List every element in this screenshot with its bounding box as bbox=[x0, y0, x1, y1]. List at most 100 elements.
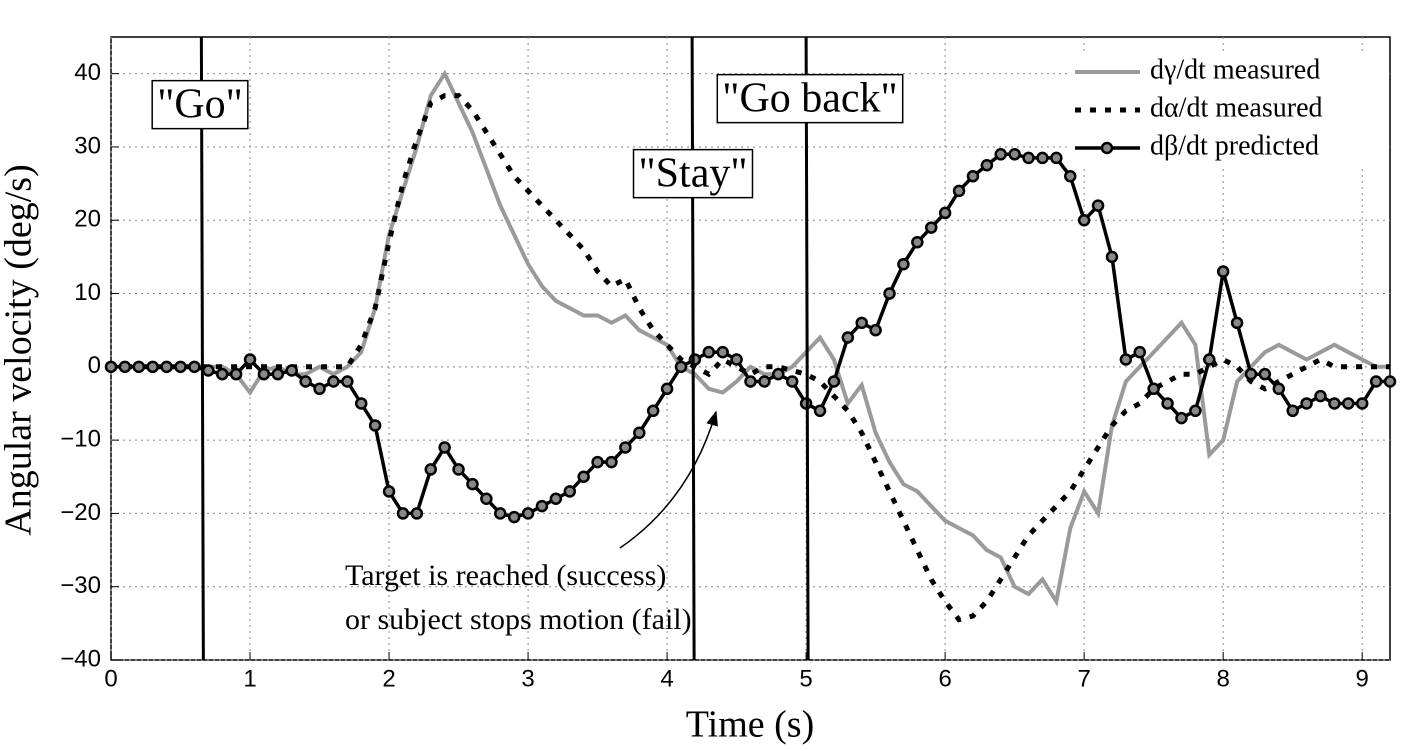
data-point bbox=[243, 353, 257, 366]
data-point bbox=[605, 455, 618, 469]
data-point bbox=[1064, 170, 1077, 183]
x-tick-label: 0 bbox=[104, 665, 117, 692]
x-tick-label: 3 bbox=[521, 665, 534, 692]
data-point bbox=[1036, 151, 1049, 165]
data-point bbox=[466, 477, 479, 491]
y-tick-label: −40 bbox=[60, 645, 101, 672]
data-point bbox=[883, 287, 896, 300]
data-point bbox=[980, 159, 994, 172]
data-point bbox=[1161, 397, 1174, 410]
annotation-arrow bbox=[619, 410, 718, 549]
x-tick-label: 5 bbox=[799, 665, 812, 692]
data-point bbox=[994, 148, 1007, 161]
data-point bbox=[1355, 397, 1369, 410]
data-point bbox=[1008, 148, 1021, 161]
data-point bbox=[1203, 353, 1216, 366]
data-point bbox=[1328, 397, 1341, 410]
data-point bbox=[299, 375, 312, 388]
data-point bbox=[1022, 151, 1035, 165]
data-point bbox=[271, 367, 285, 381]
annotation-text: Target is reached (success) bbox=[345, 559, 666, 592]
data-point bbox=[480, 492, 493, 506]
data-point bbox=[396, 507, 410, 520]
event-line bbox=[804, 36, 810, 661]
data-point bbox=[549, 492, 563, 506]
data-point bbox=[577, 470, 590, 484]
data-point bbox=[188, 360, 201, 374]
data-point bbox=[758, 375, 771, 388]
data-point bbox=[438, 441, 451, 454]
data-point bbox=[1314, 389, 1327, 403]
data-point bbox=[633, 426, 646, 440]
x-tick-label: 2 bbox=[382, 665, 395, 692]
data-point bbox=[1077, 213, 1091, 227]
x-tick-label: 8 bbox=[1216, 665, 1229, 692]
data-point bbox=[744, 375, 757, 388]
x-axis-label: Time (s) bbox=[686, 704, 814, 746]
data-point bbox=[591, 455, 604, 469]
data-point bbox=[1147, 382, 1160, 396]
x-tick-label: 1 bbox=[243, 665, 256, 692]
y-tick-label: −30 bbox=[60, 572, 101, 599]
data-point bbox=[1091, 199, 1105, 212]
data-point bbox=[507, 510, 521, 524]
data-point bbox=[966, 170, 980, 183]
data-point bbox=[215, 367, 229, 381]
event-label: "Go" bbox=[157, 82, 243, 128]
y-tick-label: 30 bbox=[74, 132, 101, 159]
data-point bbox=[1342, 397, 1355, 410]
data-point bbox=[341, 375, 354, 388]
data-point bbox=[952, 184, 966, 198]
data-point bbox=[368, 419, 382, 432]
data-point bbox=[1119, 353, 1133, 366]
x-tick-label: 4 bbox=[660, 665, 673, 692]
data-point bbox=[563, 485, 577, 498]
data-point bbox=[855, 316, 868, 330]
data-point bbox=[535, 499, 549, 513]
data-point bbox=[674, 360, 688, 374]
data-point bbox=[1383, 375, 1397, 388]
data-point bbox=[146, 360, 159, 374]
y-tick-label: 0 bbox=[88, 352, 101, 379]
event-label: "Stay" bbox=[639, 151, 748, 197]
data-point bbox=[382, 485, 396, 498]
data-point bbox=[716, 345, 729, 359]
data-point bbox=[924, 221, 938, 234]
data-point bbox=[452, 463, 465, 476]
data-point bbox=[494, 507, 507, 520]
data-point bbox=[354, 397, 368, 410]
data-point bbox=[424, 463, 437, 476]
data-point bbox=[1300, 397, 1313, 410]
data-point bbox=[1105, 250, 1119, 264]
data-point bbox=[730, 353, 743, 366]
data-point bbox=[1189, 404, 1202, 418]
event-label-box bbox=[632, 148, 754, 199]
data-point bbox=[118, 360, 132, 374]
data-point bbox=[841, 331, 855, 344]
data-point bbox=[1050, 151, 1063, 165]
series-line bbox=[111, 93, 1390, 623]
data-point bbox=[327, 375, 340, 388]
event-line bbox=[690, 36, 696, 661]
data-point bbox=[785, 375, 799, 388]
legend: dγ/dt measured dα/dt measured dβ/dt predic… bbox=[1067, 54, 1386, 168]
legend-label: dγ/dt measured bbox=[1150, 54, 1320, 85]
data-point bbox=[1216, 265, 1230, 278]
x-tick-label: 7 bbox=[1077, 665, 1090, 692]
data-point bbox=[521, 507, 535, 520]
data-point bbox=[688, 353, 702, 366]
data-point bbox=[813, 404, 827, 418]
data-point bbox=[1272, 382, 1286, 396]
data-point bbox=[702, 345, 716, 359]
y-tick-label: 20 bbox=[74, 206, 101, 233]
event-label-box bbox=[151, 79, 249, 130]
data-point bbox=[160, 360, 173, 374]
data-point bbox=[285, 364, 298, 377]
data-point bbox=[869, 323, 882, 337]
data-point bbox=[1133, 345, 1147, 359]
data-point bbox=[646, 404, 660, 418]
data-point bbox=[410, 507, 424, 520]
y-tick-label: −20 bbox=[60, 499, 101, 526]
event-line bbox=[199, 36, 205, 661]
